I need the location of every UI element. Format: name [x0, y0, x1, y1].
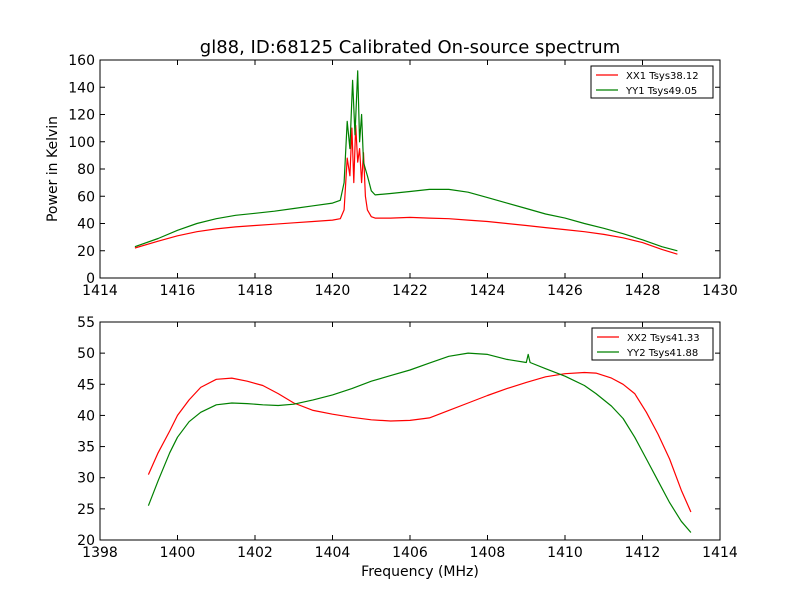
- y-tick-label: 30: [77, 471, 95, 487]
- y-tick-label: 35: [77, 440, 95, 456]
- x-tick-label: 1404: [315, 545, 351, 561]
- x-tick-label: 1414: [702, 545, 738, 561]
- legend-label: XX2 Tsys41.33: [627, 333, 700, 344]
- bottom-spectrum-panel: 1398 1400 1402 1404 1406 1408 1410 1412 1414 20 25…: [77, 315, 738, 580]
- y-tick-label: 40: [77, 408, 95, 424]
- x-tick-label: 1424: [470, 283, 506, 299]
- x-tick-label: 1400: [160, 545, 196, 561]
- top-spectrum-panel: 1414 1416 1418 1420 1422 1424 1426 1428 1430 0 20 4…: [45, 53, 738, 299]
- y-tick-label: 20: [77, 533, 95, 549]
- x-tick-label: 1428: [625, 283, 661, 299]
- y-tick-label: 55: [77, 315, 95, 331]
- y-tick-label: 20: [77, 244, 95, 260]
- legend: XX1 Tsys38.12 YY1 Tsys49.05: [590, 65, 714, 99]
- x-tick-label: 1410: [547, 545, 583, 561]
- x-tick-label: 1406: [392, 545, 428, 561]
- y-tick-label: 45: [77, 377, 95, 393]
- x-tick-label: 1426: [547, 283, 583, 299]
- y-tick-label: 25: [77, 502, 95, 518]
- y-tick-label: 0: [86, 271, 95, 287]
- legend-box: [591, 327, 714, 361]
- x-tick-label: 1416: [160, 283, 196, 299]
- y-tick-label: 60: [77, 189, 95, 205]
- x-tick-label: 1430: [702, 283, 738, 299]
- y-tick-label: 120: [68, 108, 95, 124]
- x-tick-label: 1418: [237, 283, 273, 299]
- series-line-yy1-panel0: [134, 70, 678, 252]
- x-tick-label: 1402: [237, 545, 273, 561]
- legend-label: YY2 Tsys41.88: [626, 348, 698, 359]
- x-axis-label: Frequency (MHz): [361, 564, 479, 580]
- y-tick-label: 50: [77, 346, 95, 362]
- x-tick-label: 1412: [625, 545, 661, 561]
- series-line-xx1-panel0: [134, 124, 678, 255]
- x-tick-label: 1398: [82, 545, 118, 561]
- legend-label: YY1 Tsys49.05: [625, 86, 697, 97]
- y-tick-label: 80: [77, 162, 95, 178]
- y-axis-label: Power in Kelvin: [45, 116, 61, 222]
- figure-title: gl88, ID:68125 Calibrated On-source spec…: [200, 37, 620, 58]
- x-tick-label: 1414: [82, 283, 118, 299]
- y-tick-label: 160: [68, 53, 95, 69]
- legend: XX2 Tsys41.33 YY2 Tsys41.88: [591, 327, 714, 361]
- series-line-yy2-panel1: [147, 352, 692, 533]
- series-line-xx2-panel1: [147, 371, 692, 513]
- legend-box: [590, 65, 714, 99]
- x-tick-label: 1408: [470, 545, 506, 561]
- x-tick-label: 1420: [315, 283, 351, 299]
- y-tick-label: 100: [68, 135, 95, 151]
- x-tick-label: 1422: [392, 283, 428, 299]
- y-tick-label: 140: [68, 80, 95, 96]
- y-tick-label: 40: [77, 217, 95, 233]
- legend-label: XX1 Tsys38.12: [626, 71, 699, 82]
